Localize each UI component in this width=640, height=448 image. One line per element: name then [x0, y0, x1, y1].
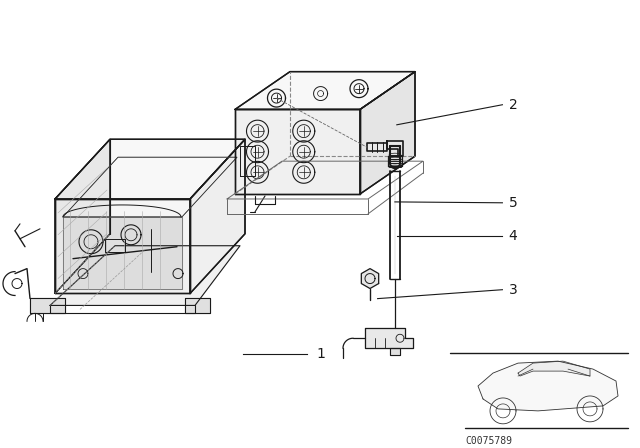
Polygon shape — [478, 361, 618, 411]
Text: 4: 4 — [509, 229, 518, 243]
Polygon shape — [55, 139, 110, 293]
Polygon shape — [30, 298, 65, 314]
Polygon shape — [235, 109, 360, 194]
Polygon shape — [55, 139, 245, 199]
Polygon shape — [63, 217, 182, 289]
Text: 5: 5 — [509, 196, 518, 210]
Text: 3: 3 — [509, 283, 518, 297]
Text: C0075789: C0075789 — [465, 436, 512, 446]
Polygon shape — [105, 239, 125, 252]
Text: 2: 2 — [509, 98, 518, 112]
Polygon shape — [362, 269, 379, 289]
Polygon shape — [367, 143, 387, 151]
Polygon shape — [190, 139, 245, 293]
Polygon shape — [518, 361, 590, 376]
Polygon shape — [365, 328, 413, 348]
Polygon shape — [50, 246, 240, 306]
Polygon shape — [55, 199, 190, 293]
Polygon shape — [388, 156, 402, 166]
Polygon shape — [387, 141, 403, 156]
Polygon shape — [185, 298, 210, 314]
Polygon shape — [360, 72, 415, 194]
Polygon shape — [390, 348, 400, 355]
Polygon shape — [235, 72, 415, 109]
Text: 1: 1 — [317, 347, 326, 362]
